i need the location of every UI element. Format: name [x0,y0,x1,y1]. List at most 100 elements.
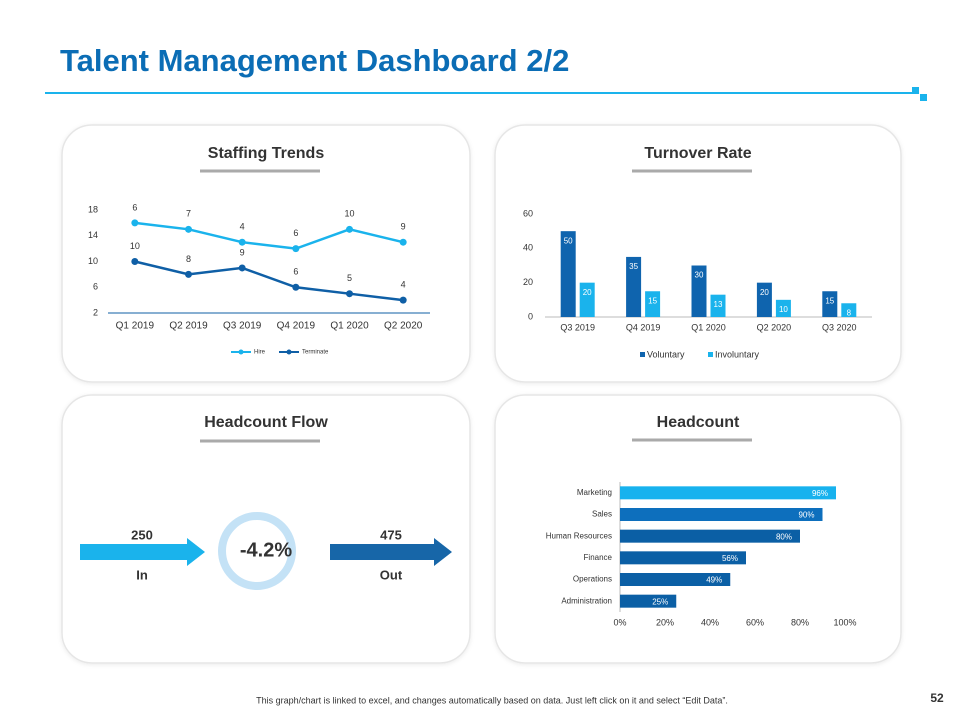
change-value: -4.2% [240,539,292,561]
card [494,124,902,383]
bar [620,551,746,565]
legend-marker [286,349,292,355]
point [238,264,246,272]
point [185,225,192,233]
card-title: Turnover Rate [644,145,751,162]
y-tick-label: 10 [88,256,98,266]
x-tick-label: Q3 2019 [560,322,595,332]
card-title: Headcount [657,414,740,431]
out-arrow [330,538,452,566]
data-label: 35 [629,262,638,271]
legend-marker [238,349,244,355]
x-tick-label: 40% [701,617,719,627]
point [238,238,246,246]
legend-label: Hire [254,350,266,356]
x-tick-label: Q2 2020 [384,321,423,332]
in-label: In [136,567,148,582]
bar [710,294,726,317]
point [292,283,300,291]
y-tick-label: Sales [592,510,612,519]
y-tick-label: 60 [523,208,533,218]
deco-square [912,87,919,94]
change-ring [218,512,296,590]
data-label: 4 [240,222,245,232]
data-label: 20 [760,288,769,297]
data-label: 50 [564,236,573,245]
data-label: 6 [293,228,298,238]
card-title: Staffing Trends [208,145,325,162]
y-tick-label: 18 [88,204,98,214]
data-label: 6 [293,267,298,277]
line [134,260,404,302]
line [134,221,404,250]
bar [620,573,731,586]
x-tick-label: 20% [656,617,674,627]
data-label: 56% [722,554,738,563]
data-label: 8 [847,308,852,317]
bar [620,529,800,543]
x-tick-label: Q1 2019 [116,321,155,332]
data-label: 13 [714,300,723,309]
data-label: 96% [812,489,828,498]
y-tick-label: 0 [528,311,533,321]
out-label: Out [380,567,403,582]
bar [691,265,707,317]
point [292,245,300,253]
data-label: 6 [132,202,137,212]
card-title: Headcount Flow [204,414,328,431]
y-tick-label: Finance [584,553,613,562]
bar [645,291,661,317]
point [399,296,407,304]
data-label: 90% [798,511,814,520]
point [131,219,139,227]
point [399,238,407,246]
bar [841,303,857,317]
x-tick-label: Q3 2020 [822,322,857,332]
bar [579,282,595,317]
y-tick-label: 40 [523,243,533,253]
point [346,225,353,233]
y-tick-label: Administration [561,596,612,605]
point [346,290,353,298]
data-label: 15 [825,296,834,305]
x-tick-label: Q3 2019 [223,321,262,332]
bar [756,282,772,317]
x-tick-label: Q2 2020 [757,322,792,332]
card [61,124,471,383]
slide-title: Talent Management Dashboard 2/2 [60,43,569,78]
out-value: 475 [380,527,402,542]
x-tick-label: Q4 2019 [277,321,316,332]
legend-label: Involuntary [715,349,760,359]
data-label: 30 [695,271,704,280]
x-tick-label: 80% [791,617,809,627]
bar [620,486,836,500]
x-tick-label: 60% [746,617,764,627]
x-tick-label: Q1 2020 [330,321,369,332]
data-label: 10 [779,305,788,314]
point [185,270,192,278]
data-label: 5 [347,273,352,283]
x-tick-label: Q4 2019 [626,322,661,332]
y-tick-label: Marketing [577,488,612,497]
page-number: 52 [930,691,944,705]
legend-label: Terminate [302,350,329,356]
y-tick-label: 20 [523,277,533,287]
bar [620,508,823,521]
bar [620,594,677,608]
y-tick-label: Human Resources [546,531,612,540]
legend-swatch [640,352,645,357]
in-arrow [80,538,205,566]
data-label: 9 [240,247,245,257]
data-label: 80% [776,532,792,541]
data-label: 20 [583,288,592,297]
data-label: 10 [344,209,354,219]
y-tick-label: Operations [573,575,612,584]
x-tick-label: Q1 2020 [691,322,726,332]
bar [775,299,791,317]
y-tick-label: 14 [88,230,98,240]
data-label: 9 [401,222,406,232]
data-label: 15 [648,296,657,305]
card [61,394,471,664]
legend-swatch [708,352,713,357]
